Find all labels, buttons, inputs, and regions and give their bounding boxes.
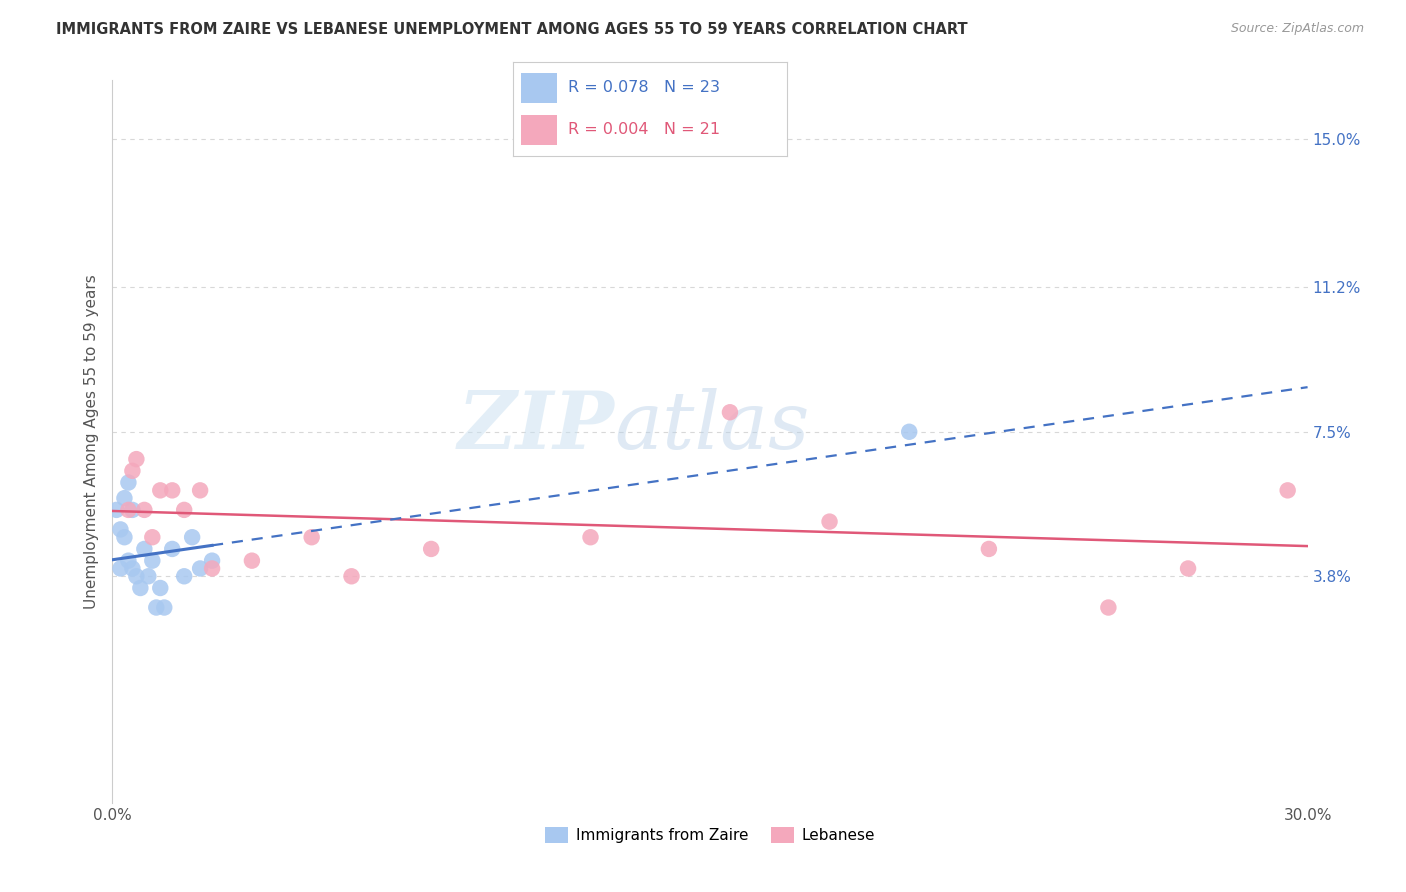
Point xyxy=(898,425,921,439)
FancyBboxPatch shape xyxy=(522,115,557,145)
Legend: Immigrants from Zaire, Lebanese: Immigrants from Zaire, Lebanese xyxy=(538,822,882,849)
Text: IMMIGRANTS FROM ZAIRE VS LEBANESE UNEMPLOYMENT AMONG AGES 55 TO 59 YEARS CORRELA: IMMIGRANTS FROM ZAIRE VS LEBANESE UNEMPL… xyxy=(56,22,967,37)
Text: atlas: atlas xyxy=(614,388,810,466)
Point xyxy=(121,561,143,575)
Point xyxy=(141,554,163,568)
Point xyxy=(162,483,183,498)
Point xyxy=(718,405,741,419)
Point xyxy=(188,483,211,498)
Point xyxy=(138,569,160,583)
Point xyxy=(121,464,143,478)
Point xyxy=(125,452,148,467)
Text: Source: ZipAtlas.com: Source: ZipAtlas.com xyxy=(1230,22,1364,36)
Point xyxy=(110,523,132,537)
Point xyxy=(153,600,176,615)
Point xyxy=(181,530,204,544)
Point xyxy=(105,503,128,517)
Point xyxy=(129,581,152,595)
Point xyxy=(977,541,1000,556)
Text: R = 0.004   N = 21: R = 0.004 N = 21 xyxy=(568,122,720,137)
Point xyxy=(240,554,263,568)
Point xyxy=(201,554,224,568)
Point xyxy=(162,541,183,556)
Point xyxy=(1097,600,1119,615)
Point xyxy=(420,541,443,556)
Point xyxy=(173,503,195,517)
Point xyxy=(134,541,156,556)
Point xyxy=(114,491,135,505)
Point xyxy=(201,561,224,575)
Point xyxy=(1277,483,1299,498)
Point xyxy=(141,530,163,544)
Point xyxy=(114,530,135,544)
Point xyxy=(110,561,132,575)
Point xyxy=(818,515,841,529)
Point xyxy=(149,483,172,498)
Point xyxy=(579,530,602,544)
Point xyxy=(301,530,323,544)
Point xyxy=(134,503,156,517)
Point xyxy=(145,600,167,615)
Point xyxy=(340,569,363,583)
Text: R = 0.078   N = 23: R = 0.078 N = 23 xyxy=(568,80,720,95)
Point xyxy=(125,569,148,583)
Point xyxy=(117,503,139,517)
Point xyxy=(117,554,139,568)
Point xyxy=(173,569,195,583)
Y-axis label: Unemployment Among Ages 55 to 59 years: Unemployment Among Ages 55 to 59 years xyxy=(83,274,98,609)
Point xyxy=(117,475,139,490)
FancyBboxPatch shape xyxy=(522,73,557,103)
Point xyxy=(1177,561,1199,575)
Text: ZIP: ZIP xyxy=(457,388,614,466)
Point xyxy=(188,561,211,575)
Point xyxy=(121,503,143,517)
Point xyxy=(149,581,172,595)
